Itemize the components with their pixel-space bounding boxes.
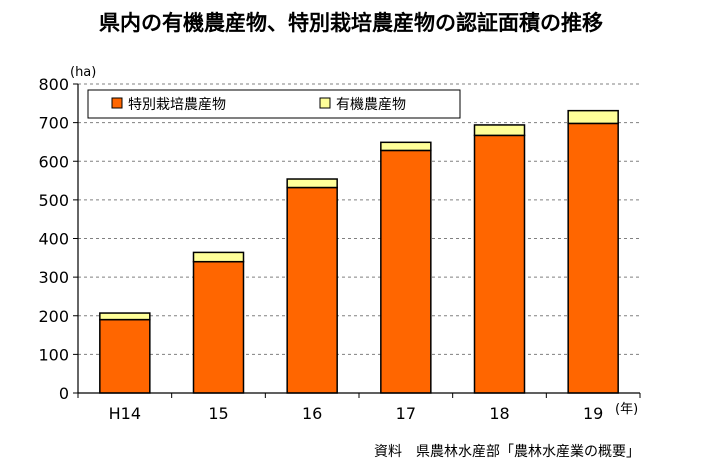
bar-special-19 <box>567 122 619 394</box>
bar-organic-19 <box>567 109 619 125</box>
x-tick-label: 17 <box>396 404 416 423</box>
grid-lines <box>78 83 640 355</box>
y-tick-label: 300 <box>38 268 69 287</box>
legend-swatch <box>111 97 123 109</box>
bar-special-16 <box>286 186 338 394</box>
y-tick-label: 100 <box>38 345 69 364</box>
x-unit-label: (年) <box>615 402 638 417</box>
y-tick-label: 400 <box>38 230 69 249</box>
legend: 特別栽培農産物 有機農産物 <box>87 89 461 119</box>
y-tick-label: 0 <box>59 384 69 403</box>
axes <box>73 83 641 398</box>
x-tick-labels: H14 15 16 17 18 19 <box>109 404 604 423</box>
bar-organic-18 <box>473 124 526 137</box>
legend-swatch <box>319 97 331 109</box>
bar-organic-17 <box>380 141 432 152</box>
bar-organic-H14 <box>99 312 151 321</box>
bar-special-18 <box>473 134 526 394</box>
bar-organic-15 <box>192 251 245 263</box>
x-tick-label: 18 <box>489 404 509 423</box>
y-tick-label: 600 <box>38 152 69 171</box>
y-tick-label: 500 <box>38 191 69 210</box>
x-tick-label: H14 <box>109 404 141 423</box>
legend-label: 有機農産物 <box>336 97 406 113</box>
bar-special-17 <box>380 149 432 394</box>
bar-special-15 <box>192 260 245 394</box>
legend-box <box>87 89 461 119</box>
y-unit-label: (ha) <box>70 65 96 80</box>
bar-special-H14 <box>99 318 151 394</box>
x-tick-label: 19 <box>583 404 603 423</box>
y-tick-label: 800 <box>38 75 69 94</box>
y-tick-label: 700 <box>38 114 69 133</box>
bars <box>99 109 619 394</box>
source-note: 資料 県農林水産部「農林水産業の概要」 <box>374 444 640 460</box>
chart-title: 県内の有機農産物、特別栽培農産物の認証面積の推移 <box>99 11 603 35</box>
y-tick-labels: 0 100 200 300 400 500 600 700 800 <box>38 75 69 403</box>
y-tick-label: 200 <box>38 307 69 326</box>
x-tick-label: 15 <box>208 404 228 423</box>
bar-organic-16 <box>286 178 338 189</box>
x-tick-label: 16 <box>302 404 322 423</box>
legend-label: 特別栽培農産物 <box>128 97 226 113</box>
